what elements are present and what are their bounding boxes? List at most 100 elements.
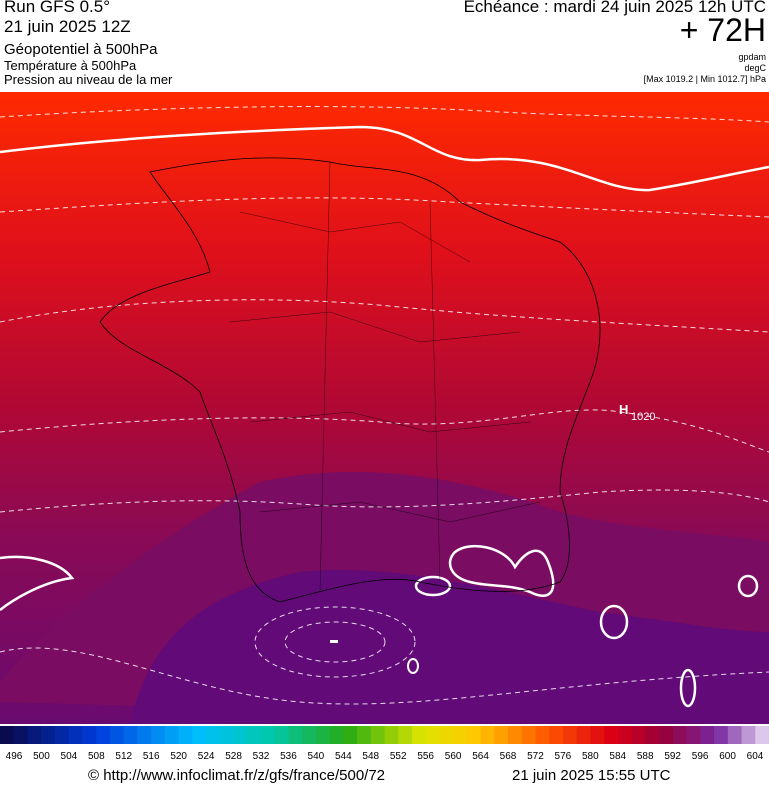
- color-swatch: [151, 726, 166, 744]
- scale-label: 524: [198, 751, 215, 762]
- scale-label: 556: [417, 751, 434, 762]
- unit: degC: [744, 63, 766, 73]
- contour: [599, 604, 629, 640]
- color-swatch: [686, 726, 701, 744]
- color-swatch: [370, 726, 385, 744]
- isobar: [0, 197, 769, 218]
- color-swatch: [137, 726, 152, 744]
- color-swatch: [604, 726, 619, 744]
- scale-label: 576: [555, 751, 572, 762]
- contour: [0, 125, 769, 192]
- color-swatch: [411, 726, 427, 744]
- color-swatch: [741, 726, 756, 744]
- color-swatch: [384, 726, 399, 744]
- scale-label: 568: [500, 751, 517, 762]
- color-swatch: [96, 726, 111, 744]
- color-swatch: [521, 726, 537, 744]
- color-swatch: [672, 726, 688, 744]
- run-date: 21 juin 2025 12Z: [4, 17, 131, 36]
- high-symbol: H: [619, 402, 628, 417]
- field: Température à 500hPa: [4, 58, 137, 73]
- color-swatch: [178, 726, 193, 744]
- color-swatch: [357, 726, 372, 744]
- color-swatch: [274, 726, 289, 744]
- scale-label: 540: [308, 751, 325, 762]
- scale-label: 564: [472, 751, 489, 762]
- color-swatch: [54, 726, 70, 744]
- color-swatch: [233, 726, 248, 744]
- scale-label: 552: [390, 751, 407, 762]
- color-swatch: [205, 726, 221, 744]
- isobar: [254, 606, 416, 678]
- color-swatch: [631, 726, 646, 744]
- color-swatch: [41, 726, 56, 744]
- field: Géopotentiel à 500hPa: [4, 41, 158, 58]
- color-swatch: [494, 726, 509, 744]
- color-swatch: [576, 726, 591, 744]
- field-band: [130, 570, 769, 724]
- color-swatch: [714, 726, 729, 744]
- footer-url: © http://www.infoclimat.fr/z/gfs/france/…: [88, 767, 386, 784]
- scale-label: 528: [225, 751, 242, 762]
- echeance: Echéance : mardi 24 juin 2025 12h UTC: [463, 0, 766, 16]
- scale-label: 572: [527, 751, 544, 762]
- isobar: [284, 621, 386, 663]
- color-swatch: [68, 726, 83, 744]
- color-swatch: [247, 726, 262, 744]
- color-swatch: [645, 726, 660, 744]
- low-marker: [330, 640, 338, 643]
- color-swatch: [508, 726, 523, 744]
- scale-label: 600: [719, 751, 736, 762]
- color-swatch: [398, 726, 413, 744]
- color-swatch: [563, 726, 578, 744]
- color-swatch: [219, 726, 234, 744]
- footer-timestamp: 21 juin 2025 15:55 UTC: [512, 767, 671, 784]
- scale-label: 520: [170, 751, 187, 762]
- scale-label: 496: [6, 751, 23, 762]
- isobar: [0, 647, 769, 705]
- color-scale: 496 500 504 508 512 516 520 524 528 532 536 540 544 5…: [0, 726, 769, 762]
- scale-label: 544: [335, 751, 352, 762]
- contour: [737, 574, 759, 598]
- color-swatch: [466, 726, 482, 744]
- scale-label: 560: [445, 751, 462, 762]
- color-swatch: [343, 726, 358, 744]
- color-swatch: [439, 726, 454, 744]
- contour: [414, 575, 452, 597]
- color-swatch: [329, 726, 344, 744]
- borders: [229, 161, 541, 593]
- color-swatch: [192, 726, 207, 744]
- color-swatch: [164, 726, 180, 744]
- color-swatch: [453, 726, 468, 744]
- scale-label: 512: [115, 751, 132, 762]
- color-swatch: [617, 726, 633, 744]
- color-swatch: [13, 726, 28, 744]
- contour: [0, 555, 75, 611]
- scale-label: 516: [143, 751, 160, 762]
- scale-label: 596: [692, 751, 709, 762]
- isobar: [0, 489, 769, 513]
- isobar: [0, 409, 769, 453]
- color-swatch: [123, 726, 138, 744]
- high-label: 1020: [631, 411, 655, 423]
- color-swatch: [535, 726, 550, 744]
- scale-label: 504: [61, 751, 78, 762]
- scale-label: 584: [609, 751, 626, 762]
- scale-label: 508: [88, 751, 105, 762]
- map: H 1020: [0, 92, 769, 724]
- color-swatch: [659, 726, 674, 744]
- france-outline: [99, 157, 601, 603]
- scale-label: 588: [637, 751, 654, 762]
- color-swatch: [260, 726, 276, 744]
- unit: gpdam: [738, 52, 766, 62]
- isobar: [0, 106, 769, 123]
- scale-label: 604: [747, 751, 764, 762]
- color-swatch: [549, 726, 564, 744]
- color-swatch: [288, 726, 303, 744]
- scale-label: 580: [582, 751, 599, 762]
- color-swatch: [700, 726, 715, 744]
- color-swatch: [425, 726, 440, 744]
- color-swatch: [0, 726, 15, 744]
- color-swatch: [727, 726, 743, 744]
